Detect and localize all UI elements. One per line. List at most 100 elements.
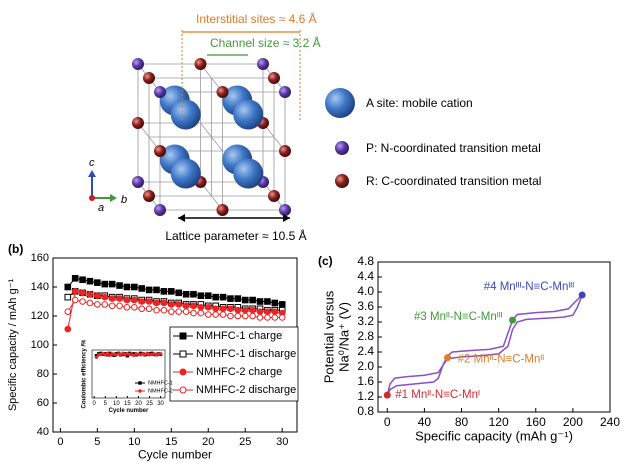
- series-line: [386, 294, 583, 396]
- y-tick-label: 1.6: [357, 374, 374, 388]
- atom: [132, 58, 144, 70]
- marker: [197, 304, 205, 311]
- marker: [249, 296, 256, 304]
- atom: [233, 99, 264, 130]
- atom: [257, 58, 269, 70]
- x-tick-label: 120: [489, 415, 509, 429]
- marker: [105, 351, 110, 356]
- atom: [194, 58, 207, 70]
- x-tick-label: 200: [563, 415, 583, 429]
- y-tick-label: 0.8: [357, 404, 374, 418]
- marker: [219, 305, 227, 313]
- marker: [175, 301, 182, 308]
- annotation-label: #1 Mnᴵᴵ-N≡C-Mnᴵ: [395, 389, 480, 401]
- marker: [71, 296, 79, 304]
- marker: [227, 295, 234, 302]
- x-tick-label: 80: [455, 415, 469, 429]
- marker: [79, 298, 86, 305]
- marker: [103, 353, 107, 357]
- atom: [233, 158, 264, 189]
- atom: [216, 86, 229, 98]
- marker: [116, 282, 123, 289]
- x-tick-label: 25: [146, 401, 153, 407]
- x-axis-label: Specific capacity (mAh g⁻¹): [415, 429, 573, 444]
- marker: [264, 308, 271, 315]
- marker: [212, 293, 219, 301]
- interstitial-label: Interstitial sites ≈ 4.6 Å: [196, 11, 317, 26]
- marker: [71, 288, 79, 295]
- x-axis-label: Cycle number: [138, 447, 212, 461]
- crystal-structure: [132, 58, 291, 216]
- marker: [212, 305, 219, 313]
- y-tick-label: 100: [31, 339, 49, 351]
- marker: [132, 353, 136, 357]
- atom: [216, 204, 229, 216]
- marker: [256, 298, 264, 305]
- marker: [160, 299, 168, 307]
- marker: [234, 306, 242, 314]
- marker: [182, 290, 190, 298]
- marker: [182, 308, 190, 315]
- y-axis-label: Coulombic efficiency /%: [82, 339, 88, 409]
- y-tick-label: 2.0: [357, 359, 374, 373]
- x-tick-label: 0: [57, 436, 63, 448]
- y-tick-label: 140: [31, 281, 49, 293]
- marker: [131, 296, 138, 304]
- legend-label: NMHFC-1 charge: [196, 330, 282, 342]
- legend-label: P: N-coordinated transition metal: [366, 141, 541, 155]
- marker: [138, 381, 142, 385]
- legend-box: [169, 326, 299, 402]
- marker: [94, 292, 101, 300]
- atom: [132, 117, 144, 129]
- legend-a-site: [325, 88, 355, 118]
- marker: [158, 352, 163, 356]
- marker: [175, 289, 182, 297]
- x-tick-label: 5: [94, 436, 100, 448]
- marker: [234, 295, 242, 302]
- marker: [249, 306, 256, 314]
- legend-label: NMHFC-2: [148, 388, 173, 394]
- marker: [190, 309, 197, 317]
- atom: [132, 176, 144, 188]
- a-axis: [89, 195, 95, 201]
- annotation-point: [444, 354, 452, 362]
- atom: [154, 204, 166, 216]
- y-tick-label: 4.8: [357, 254, 374, 268]
- marker: [153, 286, 160, 294]
- marker: [256, 314, 264, 321]
- annotation-label: #4 Mnᴵᴵᴵ-N≡C-Mnᴵᴵᴵ: [484, 281, 575, 293]
- marker: [123, 283, 131, 291]
- y-tick-label: 3.2: [357, 314, 374, 328]
- x-tick-label: 15: [165, 436, 177, 448]
- marker: [123, 296, 131, 304]
- marker: [271, 314, 279, 321]
- y-tick-label: 60: [37, 397, 49, 409]
- marker: [271, 299, 279, 307]
- marker: [190, 302, 197, 310]
- marker: [160, 306, 168, 314]
- marker: [108, 302, 116, 310]
- legend-label: NMHFC-1 discharge: [196, 348, 296, 360]
- marker: [79, 289, 86, 297]
- y-axis-label: Specific capacity / mAh g⁻¹: [7, 278, 19, 411]
- marker: [123, 304, 131, 311]
- marker: [179, 368, 187, 376]
- x-tick-label: 10: [113, 401, 120, 407]
- marker: [264, 298, 271, 305]
- marker: [197, 292, 205, 299]
- marker: [101, 293, 109, 301]
- marker: [79, 276, 86, 284]
- marker: [256, 308, 264, 315]
- atom: [170, 158, 201, 189]
- marker: [145, 351, 150, 356]
- marker: [86, 290, 94, 298]
- marker: [234, 312, 242, 320]
- marker: [227, 312, 234, 320]
- atom: [279, 86, 291, 98]
- marker: [101, 301, 109, 308]
- marker: [219, 293, 227, 301]
- marker: [94, 355, 99, 359]
- marker: [241, 312, 249, 320]
- marker: [160, 288, 168, 295]
